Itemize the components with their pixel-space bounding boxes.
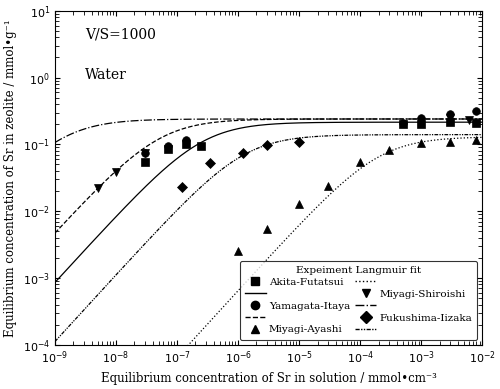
Text: V/S=1000: V/S=1000 (85, 28, 156, 42)
Y-axis label: Equilibrium concentration of Sr in zeolite / mmol•g⁻¹: Equilibrium concentration of Sr in zeoli… (4, 19, 17, 336)
Legend: Akita-Futatsui, , Yamagata-Itaya, , Miyagi-Ayashi, , Miyagi-Shiroishi, , Fukushi: Akita-Futatsui, , Yamagata-Itaya, , Miya… (240, 261, 477, 340)
X-axis label: Equilibrium concentration of Sr in solution / mmol•cm⁻³: Equilibrium concentration of Sr in solut… (100, 372, 436, 385)
Text: Water: Water (85, 68, 126, 82)
